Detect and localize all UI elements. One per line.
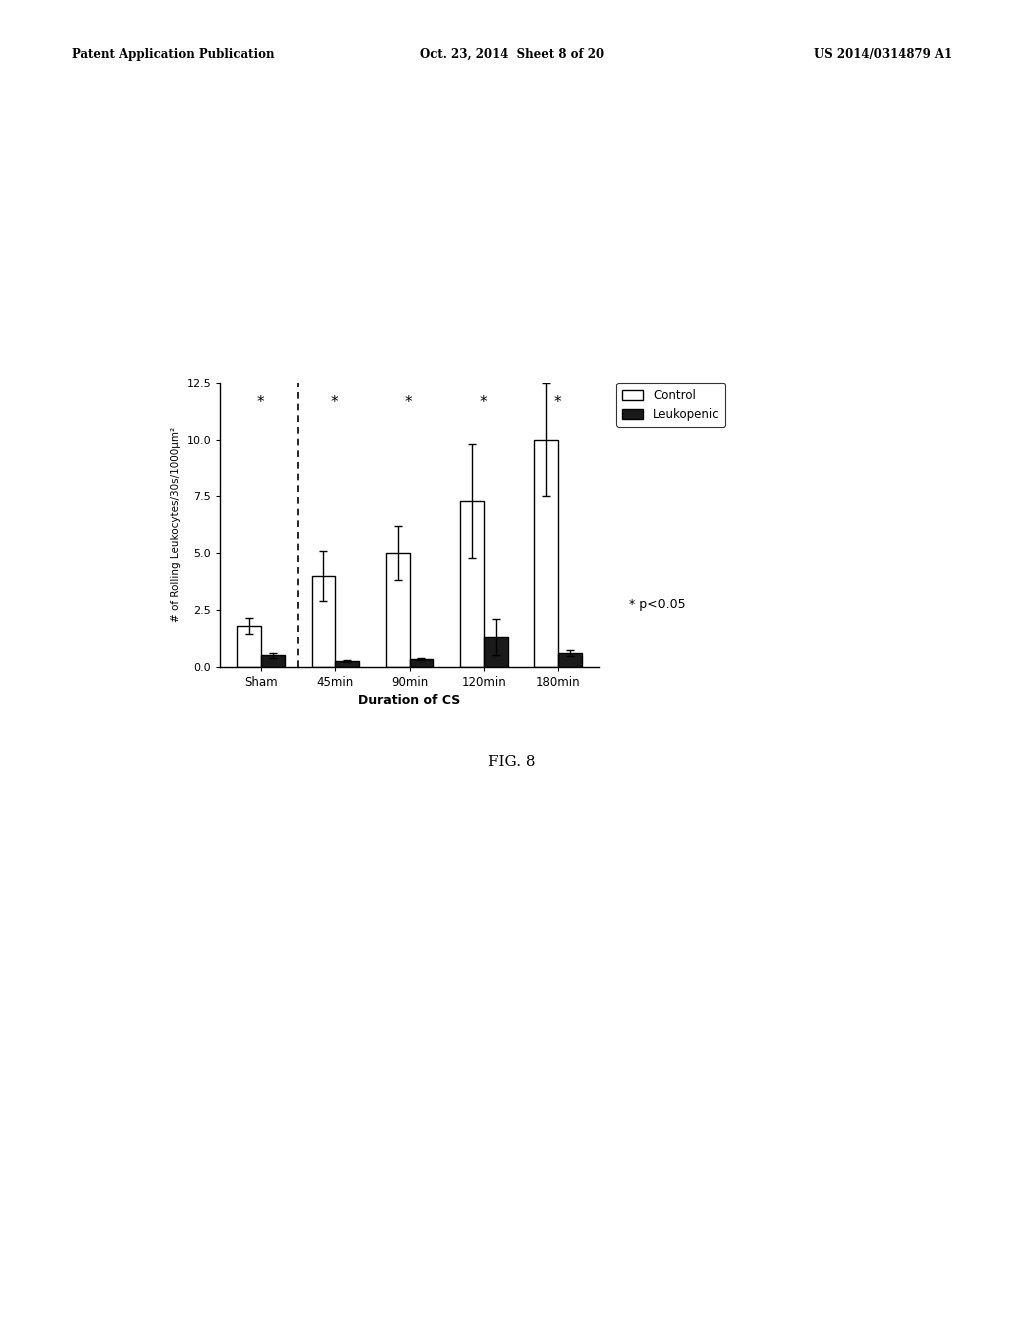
Text: *: * (256, 395, 264, 411)
X-axis label: Duration of CS: Duration of CS (358, 694, 461, 708)
Text: * p<0.05: * p<0.05 (630, 598, 686, 611)
Text: *: * (554, 395, 561, 411)
Text: *: * (331, 395, 338, 411)
Bar (386, 553, 410, 667)
Bar (535, 440, 558, 667)
Bar (311, 576, 335, 667)
Bar (335, 661, 359, 667)
Bar (484, 638, 508, 667)
Legend: Control, Leukopenic: Control, Leukopenic (616, 383, 725, 426)
Bar (460, 500, 484, 667)
Bar (410, 659, 433, 667)
Text: Oct. 23, 2014  Sheet 8 of 20: Oct. 23, 2014 Sheet 8 of 20 (420, 48, 604, 61)
Text: US 2014/0314879 A1: US 2014/0314879 A1 (814, 48, 952, 61)
Text: FIG. 8: FIG. 8 (488, 755, 536, 770)
Bar (558, 653, 582, 667)
Y-axis label: # of Rolling Leukocytes/30s/1000μm²: # of Rolling Leukocytes/30s/1000μm² (171, 428, 181, 622)
Text: Patent Application Publication: Patent Application Publication (72, 48, 274, 61)
Bar (261, 655, 285, 667)
Text: *: * (479, 395, 487, 411)
Text: *: * (406, 395, 413, 411)
Bar (238, 626, 261, 667)
